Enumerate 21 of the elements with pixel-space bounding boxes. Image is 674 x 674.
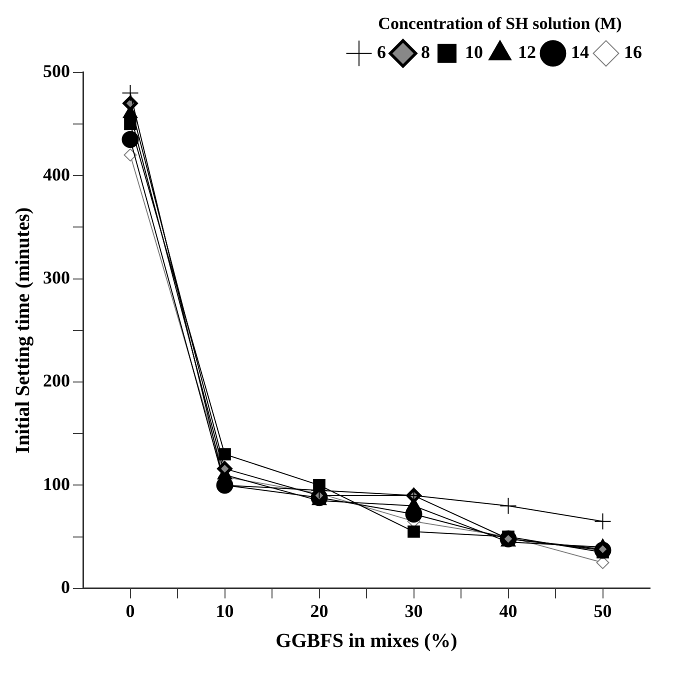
x-tick-label: 30	[404, 600, 423, 621]
legend-title: Concentration of SH solution (M)	[378, 14, 622, 33]
x-tick-label: 50	[594, 600, 612, 621]
y-tick-label: 300	[43, 267, 70, 288]
legend-label: 12	[518, 42, 536, 62]
x-tick-label: 0	[126, 600, 135, 621]
legend-label: 6	[377, 42, 386, 62]
x-tick-label: 40	[499, 600, 518, 621]
legend-label: 10	[465, 42, 483, 62]
legend-label: 8	[421, 42, 430, 62]
y-tick-label: 400	[43, 164, 70, 184]
y-tick-label: 500	[43, 61, 70, 82]
legend-label: 16	[624, 42, 642, 62]
y-axis-title: Initial Setting time (minutes)	[12, 207, 34, 454]
legend-label: 14	[571, 42, 589, 62]
x-tick-label: 20	[310, 600, 328, 621]
y-tick-label: 100	[43, 474, 70, 494]
x-tick-label: 10	[216, 600, 234, 621]
y-tick-label: 200	[43, 370, 70, 391]
x-axis-title: GGBFS in mixes (%)	[276, 630, 458, 652]
y-tick-label: 0	[61, 577, 70, 598]
